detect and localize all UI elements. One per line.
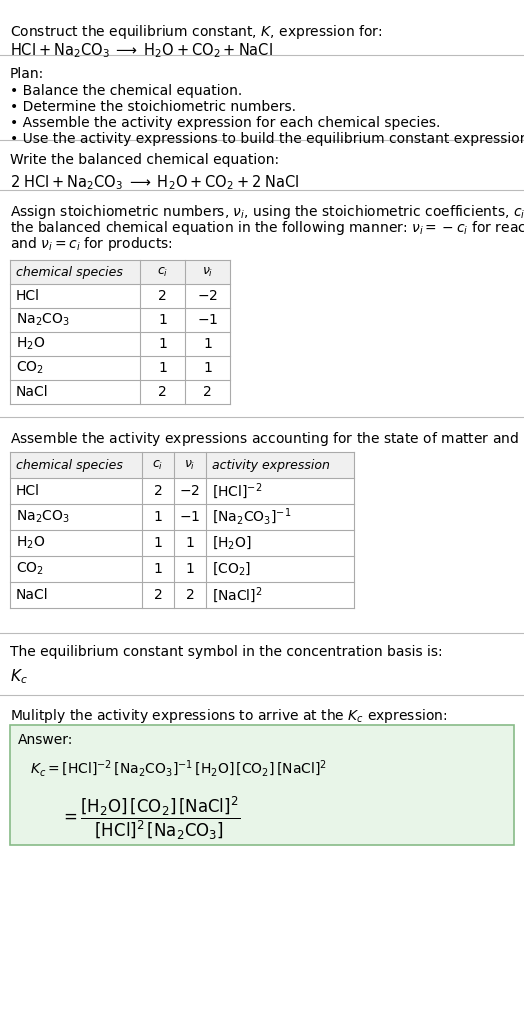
Text: 1: 1 xyxy=(158,337,167,351)
Text: 1: 1 xyxy=(154,536,162,550)
Text: 2: 2 xyxy=(158,385,167,399)
Text: $K_c = [\mathrm{HCl}]^{-2}\,[\mathrm{Na_2CO_3}]^{-1}\,[\mathrm{H_2O}]\,[\mathrm{: $K_c = [\mathrm{HCl}]^{-2}\,[\mathrm{Na_… xyxy=(30,759,327,780)
Text: $K_c$: $K_c$ xyxy=(10,667,28,686)
Text: chemical species: chemical species xyxy=(16,459,123,472)
Text: Construct the equilibrium constant, $K$, expression for:: Construct the equilibrium constant, $K$,… xyxy=(10,23,383,41)
Text: $[\mathrm{NaCl}]^{2}$: $[\mathrm{NaCl}]^{2}$ xyxy=(212,585,263,605)
Bar xyxy=(10,452,354,478)
Text: $\mathrm{CO_2}$: $\mathrm{CO_2}$ xyxy=(16,359,44,377)
Text: 1: 1 xyxy=(185,536,194,550)
Text: 2: 2 xyxy=(158,289,167,303)
Text: $[\mathrm{HCl}]^{-2}$: $[\mathrm{HCl}]^{-2}$ xyxy=(212,481,263,501)
Text: $-2$: $-2$ xyxy=(197,289,218,303)
Text: $\mathrm{CO_2}$: $\mathrm{CO_2}$ xyxy=(16,561,44,578)
Text: 1: 1 xyxy=(185,562,194,576)
Text: $-2$: $-2$ xyxy=(180,484,201,498)
Text: Plan:: Plan: xyxy=(10,67,44,81)
Text: Assemble the activity expressions accounting for the state of matter and $\nu_i$: Assemble the activity expressions accoun… xyxy=(10,430,524,448)
Text: $\mathrm{H_2O}$: $\mathrm{H_2O}$ xyxy=(16,535,45,551)
Text: $\mathrm{Na_2CO_3}$: $\mathrm{Na_2CO_3}$ xyxy=(16,312,70,328)
Text: $= \dfrac{[\mathrm{H_2O}]\,[\mathrm{CO_2}]\,[\mathrm{NaCl}]^{2}}{[\mathrm{HCl}]^: $= \dfrac{[\mathrm{H_2O}]\,[\mathrm{CO_2… xyxy=(60,795,240,842)
Text: $c_i$: $c_i$ xyxy=(157,266,168,278)
Text: Assign stoichiometric numbers, $\nu_i$, using the stoichiometric coefficients, $: Assign stoichiometric numbers, $\nu_i$, … xyxy=(10,203,524,221)
Text: • Use the activity expressions to build the equilibrium constant expression.: • Use the activity expressions to build … xyxy=(10,132,524,146)
Text: Answer:: Answer: xyxy=(18,733,73,747)
Text: 1: 1 xyxy=(203,337,212,351)
Text: and $\nu_i = c_i$ for products:: and $\nu_i = c_i$ for products: xyxy=(10,235,173,253)
Text: The equilibrium constant symbol in the concentration basis is:: The equilibrium constant symbol in the c… xyxy=(10,645,443,659)
Text: 2: 2 xyxy=(185,588,194,602)
Text: 1: 1 xyxy=(154,510,162,524)
Text: $-1$: $-1$ xyxy=(179,510,201,524)
Text: HCl: HCl xyxy=(16,484,40,498)
Text: $\nu_i$: $\nu_i$ xyxy=(202,266,213,278)
Text: activity expression: activity expression xyxy=(212,459,330,472)
Text: the balanced chemical equation in the following manner: $\nu_i = -c_i$ for react: the balanced chemical equation in the fo… xyxy=(10,219,524,236)
Text: $\mathrm{HCl + Na_2CO_3 \;\longrightarrow\; H_2O + CO_2 + NaCl}$: $\mathrm{HCl + Na_2CO_3 \;\longrightarro… xyxy=(10,41,273,60)
Text: NaCl: NaCl xyxy=(16,588,49,602)
Text: NaCl: NaCl xyxy=(16,385,49,399)
Text: $\nu_i$: $\nu_i$ xyxy=(184,459,195,472)
Text: $\mathrm{Na_2CO_3}$: $\mathrm{Na_2CO_3}$ xyxy=(16,509,70,525)
Text: chemical species: chemical species xyxy=(16,266,123,278)
Text: 2: 2 xyxy=(154,588,162,602)
Text: 1: 1 xyxy=(203,361,212,375)
Text: HCl: HCl xyxy=(16,289,40,303)
Text: $[\mathrm{Na_2CO_3}]^{-1}$: $[\mathrm{Na_2CO_3}]^{-1}$ xyxy=(212,506,291,527)
Text: • Determine the stoichiometric numbers.: • Determine the stoichiometric numbers. xyxy=(10,100,296,114)
Text: • Balance the chemical equation.: • Balance the chemical equation. xyxy=(10,84,242,98)
Text: • Assemble the activity expression for each chemical species.: • Assemble the activity expression for e… xyxy=(10,116,440,130)
Text: $-1$: $-1$ xyxy=(197,313,218,327)
Text: 2: 2 xyxy=(154,484,162,498)
Text: $\mathrm{2\;HCl + Na_2CO_3 \;\longrightarrow\; H_2O + CO_2 + 2\;NaCl}$: $\mathrm{2\;HCl + Na_2CO_3 \;\longrighta… xyxy=(10,173,299,192)
Bar xyxy=(10,260,230,284)
Text: Write the balanced chemical equation:: Write the balanced chemical equation: xyxy=(10,153,279,167)
Text: 1: 1 xyxy=(158,361,167,375)
Text: 1: 1 xyxy=(158,313,167,327)
Text: $[\mathrm{CO_2}]$: $[\mathrm{CO_2}]$ xyxy=(212,560,251,578)
Text: 1: 1 xyxy=(154,562,162,576)
Text: 2: 2 xyxy=(203,385,212,399)
Text: $\mathrm{H_2O}$: $\mathrm{H_2O}$ xyxy=(16,336,45,352)
Bar xyxy=(10,725,514,845)
Text: $c_i$: $c_i$ xyxy=(152,459,163,472)
Text: Mulitply the activity expressions to arrive at the $K_c$ expression:: Mulitply the activity expressions to arr… xyxy=(10,707,447,725)
Text: $[\mathrm{H_2O}]$: $[\mathrm{H_2O}]$ xyxy=(212,535,252,551)
